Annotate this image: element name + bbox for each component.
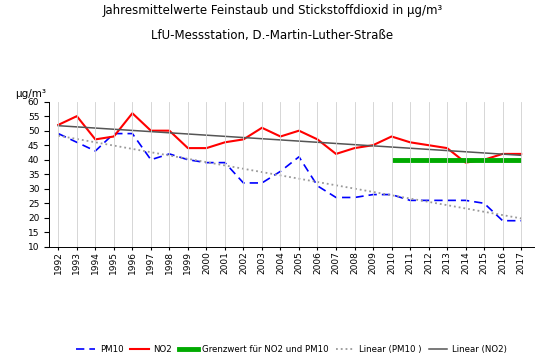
Text: LfU-Messstation, D.-Martin-Luther-Straße: LfU-Messstation, D.-Martin-Luther-Straße [152, 29, 393, 42]
Legend: PM10, NO2, Grenzwert für NO2 und PM10, Linear (PM10 ), Linear (NO2): PM10, NO2, Grenzwert für NO2 und PM10, L… [73, 341, 510, 357]
Text: µg/m³: µg/m³ [15, 89, 46, 99]
Text: Jahresmittelwerte Feinstaub und Stickstoffdioxid in µg/m³: Jahresmittelwerte Feinstaub und Sticksto… [102, 4, 443, 17]
